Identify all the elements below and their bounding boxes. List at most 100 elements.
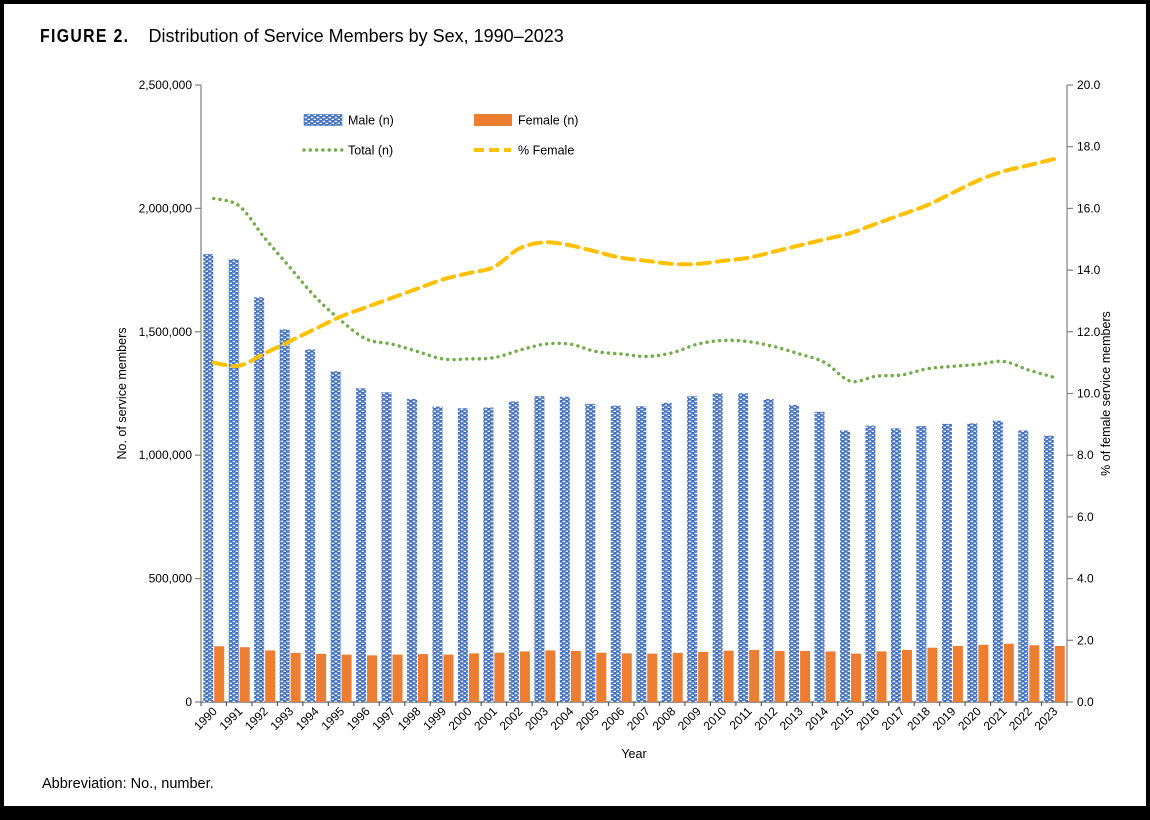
x-tick-label: 2019 (930, 704, 959, 733)
female-bar (468, 653, 479, 702)
male-bar (559, 396, 570, 702)
legend-pct-female-label: % Female (518, 144, 574, 158)
x-tick-label: 2013 (777, 704, 806, 733)
y-left-tick-label: 0 (185, 695, 192, 709)
male-bar (941, 423, 952, 702)
male-bar (865, 425, 876, 702)
male-bar (814, 411, 825, 702)
x-tick-label: 1993 (267, 704, 296, 733)
y-right-tick-label: 12.0 (1077, 325, 1101, 339)
x-tick-label: 2005 (573, 704, 602, 733)
male-bar (381, 392, 392, 702)
figure-footnote: Abbreviation: No., number. (42, 776, 214, 792)
female-bar (545, 650, 556, 702)
male-bar (636, 406, 647, 702)
male-bar (254, 297, 265, 702)
y-left-axis-title: No. of service members (115, 328, 129, 460)
male-bar (661, 402, 672, 702)
female-bar (341, 654, 352, 702)
y-left-tick-label: 1,000,000 (139, 448, 193, 462)
y-right-tick-label: 4.0 (1077, 572, 1094, 586)
female-bar (570, 650, 581, 702)
y-right-tick-label: 14.0 (1077, 263, 1101, 277)
male-bar (789, 404, 800, 702)
x-tick-label: 1991 (217, 704, 246, 733)
y-right-tick-label: 20.0 (1077, 78, 1101, 92)
x-tick-label: 2003 (522, 704, 551, 733)
y-right-tick-label: 6.0 (1077, 510, 1094, 524)
male-bar (712, 393, 723, 702)
female-bar (214, 646, 225, 702)
x-tick-label: 1994 (293, 704, 322, 733)
figure-label: FIGURE 2. (40, 26, 130, 46)
male-bar (508, 401, 519, 702)
female-bar (596, 652, 607, 702)
female-bar (978, 644, 989, 702)
x-tick-label: 1996 (344, 704, 373, 733)
figure-title: FIGURE 2. Distribution of Service Member… (40, 26, 564, 47)
male-bar (738, 393, 749, 702)
y-right-axis-title: % of female service members (1099, 311, 1113, 476)
x-tick-label: 1990 (191, 704, 220, 733)
legend-female-swatch (474, 114, 512, 126)
x-tick-label: 2017 (879, 704, 908, 733)
legend-male-label: Male (n) (348, 114, 394, 128)
female-bar (1029, 645, 1040, 702)
y-right-tick-label: 0.0 (1077, 695, 1094, 709)
male-bar (585, 403, 596, 702)
x-tick-label: 2007 (624, 704, 653, 733)
male-bar (228, 259, 239, 702)
female-bar (1003, 643, 1014, 702)
x-tick-label: 2012 (751, 704, 780, 733)
female-bar (239, 647, 250, 702)
male-bar (967, 423, 978, 702)
legend: Male (n) Female (n) Total (n) % Female (302, 114, 578, 158)
female-bar (698, 651, 709, 702)
male-bar (203, 254, 214, 703)
legend-male-swatch (303, 114, 343, 126)
y-left-tick-label: 2,000,000 (139, 201, 193, 215)
y-left-tick-label: 2,500,000 (139, 78, 193, 92)
male-bar (687, 396, 698, 702)
x-tick-label: 2002 (497, 704, 526, 733)
female-bar (927, 647, 938, 702)
female-bar (519, 651, 530, 702)
y-right-tick-label: 18.0 (1077, 140, 1101, 154)
male-bar (763, 398, 774, 702)
female-bar (392, 654, 403, 702)
x-tick-label: 2009 (675, 704, 704, 733)
male-bar (1018, 430, 1029, 702)
total-line (212, 196, 1056, 384)
x-tick-label: 1997 (369, 704, 398, 733)
legend-total-label: Total (n) (348, 144, 393, 158)
male-bar (840, 430, 850, 702)
male-bar (305, 349, 316, 702)
male-bars (203, 254, 1054, 703)
female-bar (672, 652, 683, 702)
female-bar (265, 650, 276, 702)
female-bar (1054, 645, 1065, 702)
legend-female-label: Female (n) (518, 114, 578, 128)
female-bars (214, 643, 1065, 702)
x-tick-label: 1992 (242, 704, 271, 733)
pct-female-line (211, 157, 1057, 369)
female-bar (876, 651, 887, 702)
x-tick-label: 1998 (395, 704, 424, 733)
x-tick-label: 2008 (650, 704, 679, 733)
x-tick-label: 1999 (420, 704, 449, 733)
male-bar (279, 329, 290, 702)
x-tick-label: 2006 (599, 704, 628, 733)
x-tick-label: 1995 (318, 704, 347, 733)
axes (195, 84, 1073, 706)
figure-title-text: Distribution of Service Members by Sex, … (148, 26, 564, 46)
female-bar (952, 645, 963, 702)
x-axis-labels: 1990199119921993199419951996199719981999… (191, 704, 1061, 733)
x-tick-label: 2001 (471, 704, 500, 733)
y-left-tick-label: 1,500,000 (139, 325, 193, 339)
female-bar (290, 652, 301, 702)
chart-area: 0 500,000 1,000,000 1,500,000 2,000,000 2,500… (4, 4, 1146, 794)
male-bar (610, 405, 621, 702)
female-bar (825, 651, 836, 702)
male-bar (916, 426, 927, 702)
